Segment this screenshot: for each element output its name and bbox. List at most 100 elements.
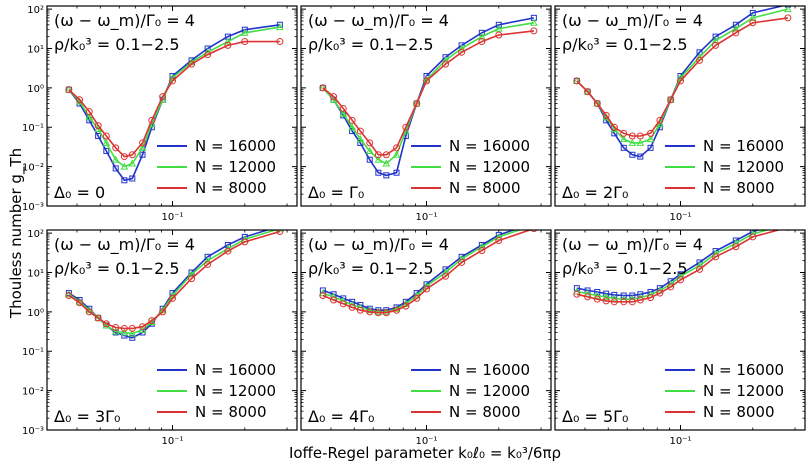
data-point <box>573 77 581 85</box>
data-point <box>85 113 94 121</box>
data-point <box>457 44 466 52</box>
series-line-2 <box>322 230 522 313</box>
data-point <box>188 275 196 283</box>
series-line-3 <box>68 40 280 158</box>
data-point <box>224 247 232 255</box>
data-point <box>748 13 757 21</box>
data-point <box>785 221 791 227</box>
y-tick-label: 10⁻¹ <box>22 347 44 358</box>
data-point <box>593 295 601 303</box>
data-point <box>628 138 637 146</box>
data-point <box>531 221 536 226</box>
data-point <box>224 41 232 49</box>
axes-frame <box>554 5 806 207</box>
annotation-delta: Δ₀ = 2Γ₀ <box>562 183 628 202</box>
data-point <box>339 300 347 308</box>
data-point <box>611 291 618 298</box>
data-point <box>224 241 231 248</box>
data-point <box>139 323 147 331</box>
data-point <box>148 317 156 325</box>
legend-label-2: N = 12000 <box>195 382 276 400</box>
legend-label-3: N = 8000 <box>449 179 521 197</box>
data-point <box>442 272 450 280</box>
data-point <box>375 169 382 176</box>
y-tick-label: 10¹ <box>27 268 44 279</box>
data-point <box>749 233 757 241</box>
data-point <box>647 144 654 151</box>
axes-frame <box>300 5 552 207</box>
data-point <box>732 24 740 32</box>
data-point <box>111 155 120 163</box>
data-point <box>732 243 740 251</box>
annotation-delta: Δ₀ = 0 <box>54 183 105 202</box>
data-point <box>610 294 619 302</box>
data-point <box>112 144 120 152</box>
data-point <box>383 172 390 179</box>
data-point <box>121 177 128 184</box>
legend-label-3: N = 8000 <box>449 403 521 421</box>
axes-frame <box>300 229 552 431</box>
data-point <box>530 18 538 26</box>
data-point <box>677 77 685 85</box>
data-point <box>94 122 102 130</box>
x-tick-label: 10⁻¹ <box>162 436 184 447</box>
data-point <box>530 230 538 233</box>
chart-panel-4: 10⁻³ 10⁻² 10⁻¹ 10⁰ 10¹ 10² 10⁻¹ (ω − ω_m)/Γ₀ = … <box>22 224 298 447</box>
data-point <box>204 260 212 268</box>
data-point <box>655 120 664 128</box>
data-point <box>339 104 347 112</box>
data-point <box>102 321 111 329</box>
data-point <box>128 159 137 167</box>
plot-area <box>319 221 538 317</box>
data-point <box>382 309 390 317</box>
data-point <box>277 224 282 229</box>
data-point <box>478 242 486 250</box>
data-point <box>319 292 327 300</box>
data-point <box>85 108 93 116</box>
data-point <box>203 256 212 264</box>
data-point <box>348 123 356 131</box>
data-point <box>696 56 704 64</box>
data-point <box>478 38 486 46</box>
annotation-frequency: (ω − ω_m)/Γ₀ = 4 <box>308 11 449 31</box>
data-point <box>423 73 430 80</box>
data-point <box>159 308 167 316</box>
series-line-3 <box>576 17 789 137</box>
series-line-1 <box>322 17 535 177</box>
data-point <box>784 6 792 13</box>
data-point <box>478 32 486 40</box>
data-point <box>112 165 119 172</box>
y-tick-label: 10⁻² <box>22 163 44 174</box>
data-point <box>610 298 618 306</box>
data-point <box>120 153 128 161</box>
legend-label-2: N = 12000 <box>449 158 530 176</box>
legend-label-2: N = 12000 <box>703 158 784 176</box>
data-point <box>732 29 740 37</box>
data-point <box>749 19 757 27</box>
series-line-3 <box>322 30 534 156</box>
data-point <box>366 156 373 163</box>
data-point <box>356 127 364 135</box>
data-point <box>696 265 704 273</box>
chart-panel-6: 10⁻¹ (ω − ω_m)/Γ₀ = 4 ρ/k₀³ = 0.1−2.5 Δ₀ = … <box>554 221 806 447</box>
data-point <box>348 303 356 311</box>
data-point <box>120 162 129 170</box>
legend-label-1: N = 16000 <box>195 137 276 155</box>
chart-panel-5: 10⁻¹ (ω − ω_m)/Γ₀ = 4 ρ/k₀³ = 0.1−2.5 Δ₀ = … <box>300 221 552 447</box>
legend-label-2: N = 12000 <box>449 382 530 400</box>
data-point <box>365 306 374 314</box>
data-point <box>94 314 102 322</box>
data-point <box>620 292 627 299</box>
legend-label-2: N = 12000 <box>195 158 276 176</box>
annotation-frequency: (ω − ω_m)/Γ₀ = 4 <box>54 235 195 255</box>
data-point <box>240 28 249 36</box>
data-point <box>676 272 685 280</box>
data-point <box>530 27 538 35</box>
data-point <box>128 329 137 337</box>
data-point <box>619 135 628 143</box>
data-point <box>656 116 664 124</box>
data-point <box>495 236 503 244</box>
data-point <box>602 111 610 119</box>
annotation-frequency: (ω − ω_m)/Γ₀ = 4 <box>308 235 449 255</box>
data-point <box>65 290 73 298</box>
